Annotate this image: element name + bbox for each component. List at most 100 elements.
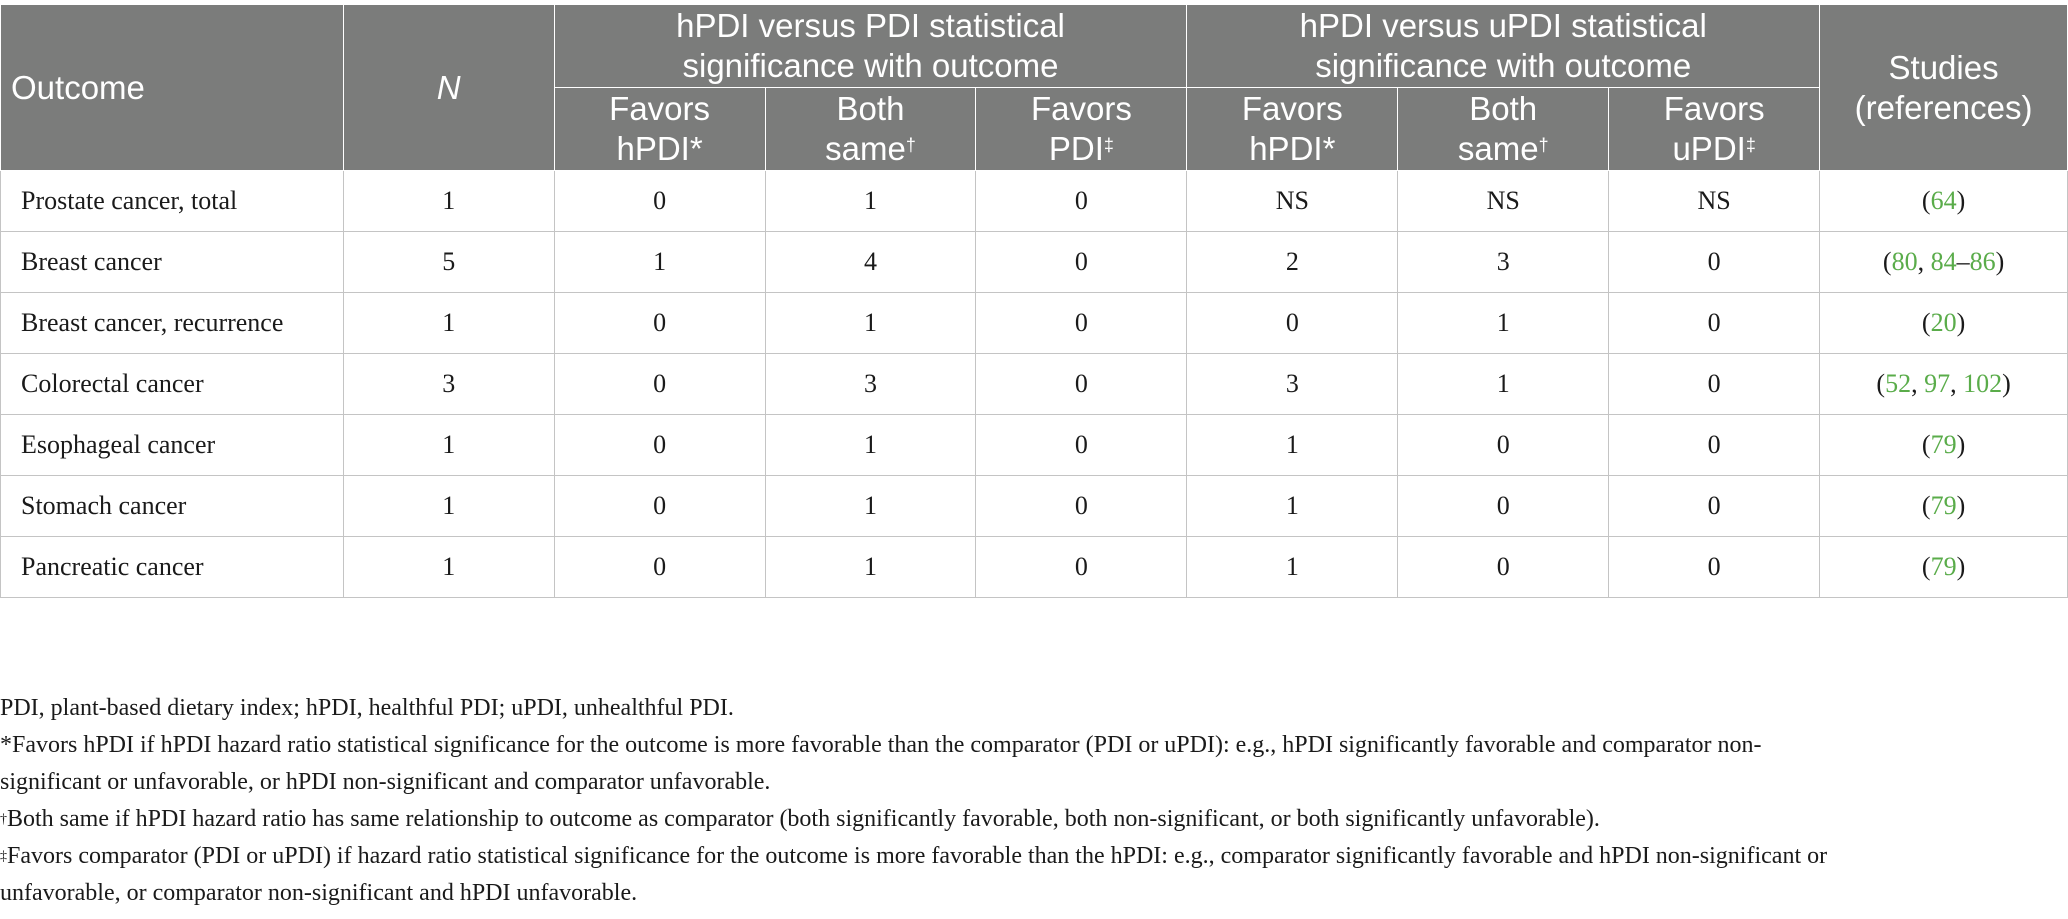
cell-favors-pdi: 0 bbox=[975, 292, 1188, 354]
footnote-mark: † bbox=[905, 135, 916, 155]
cell-references: (64) bbox=[1819, 170, 2068, 232]
cell-favors-hpdi-1: 0 bbox=[553, 475, 766, 537]
cell-favors-hpdi-2: 2 bbox=[1186, 231, 1399, 293]
footnote-mark: * bbox=[0, 732, 12, 758]
header-label-line1: Favors bbox=[1663, 90, 1765, 127]
footnote-text-line1: Favors hPDI if hPDI hazard ratio statist… bbox=[12, 732, 1762, 758]
reference-punctuation: ( bbox=[1921, 491, 1931, 520]
header-label-line1: Favors bbox=[609, 90, 711, 127]
reference-link[interactable]: 80 bbox=[1891, 247, 1918, 276]
reference-link[interactable]: 79 bbox=[1930, 552, 1957, 581]
cell-favors-updi: 0 bbox=[1608, 475, 1821, 537]
header-both-same-1: Both same† bbox=[764, 87, 977, 171]
cell-favors-hpdi-2: 1 bbox=[1186, 536, 1399, 598]
footnote-mark: * bbox=[1322, 130, 1336, 167]
footnote-mark: ‡ bbox=[1103, 135, 1114, 155]
header-n: N bbox=[342, 4, 555, 171]
cell-both-same-2: 0 bbox=[1397, 475, 1610, 537]
reference-link[interactable]: 20 bbox=[1930, 308, 1957, 337]
footnote-mark: † bbox=[0, 812, 7, 827]
reference-punctuation: ) bbox=[1956, 552, 1966, 581]
cell-outcome: Stomach cancer bbox=[0, 475, 344, 537]
cell-favors-pdi: 0 bbox=[975, 475, 1188, 537]
cell-both-same-2: 1 bbox=[1397, 353, 1610, 415]
table-header: Outcome N hPDI versus PDI statistical si… bbox=[0, 4, 2068, 171]
reference-punctuation: ) bbox=[1956, 430, 1966, 459]
reference-punctuation: ( bbox=[1921, 186, 1931, 215]
table-row: Pancreatic cancer 1 0 1 0 1 0 0 (79) bbox=[0, 536, 2068, 598]
cell-outcome: Pancreatic cancer bbox=[0, 536, 344, 598]
footnote-favors-hpdi: *Favors hPDI if hPDI hazard ratio statis… bbox=[0, 727, 2068, 801]
reference-punctuation: ) bbox=[1956, 491, 1966, 520]
footnote-text-line2: significant or unfavorable, or hPDI non-… bbox=[0, 769, 771, 795]
cell-favors-updi: 0 bbox=[1608, 353, 1821, 415]
header-group-pdi: hPDI versus PDI statistical significance… bbox=[553, 4, 1188, 88]
reference-punctuation: , bbox=[1911, 369, 1925, 398]
cell-both-same-2: NS bbox=[1397, 170, 1610, 232]
reference-link[interactable]: 97 bbox=[1924, 369, 1951, 398]
header-label-line1: Favors bbox=[1241, 90, 1343, 127]
cell-favors-pdi: 0 bbox=[975, 170, 1188, 232]
cell-favors-pdi: 0 bbox=[975, 231, 1188, 293]
header-studies-line2: (references) bbox=[1854, 88, 2033, 126]
footnote-both-same: †Both same if hPDI hazard ratio has same… bbox=[0, 801, 2068, 838]
cell-favors-updi: 0 bbox=[1608, 292, 1821, 354]
cell-n: 1 bbox=[342, 170, 555, 232]
header-label-line2: PDI bbox=[1048, 130, 1104, 167]
footnote-mark: * bbox=[689, 130, 703, 167]
header-label-line2: same bbox=[825, 130, 906, 167]
reference-punctuation: ) bbox=[1956, 308, 1966, 337]
reference-link[interactable]: 86 bbox=[1969, 247, 1996, 276]
cell-both-same-1: 1 bbox=[764, 475, 977, 537]
cell-favors-pdi: 0 bbox=[975, 414, 1188, 476]
reference-link[interactable]: 84 bbox=[1930, 247, 1957, 276]
cell-references: (52, 97, 102) bbox=[1819, 353, 2068, 415]
reference-punctuation: , bbox=[1950, 369, 1964, 398]
reference-punctuation: ( bbox=[1921, 308, 1931, 337]
footnote-abbreviations: PDI, plant-based dietary index; hPDI, he… bbox=[0, 695, 734, 721]
header-group-updi-line1: hPDI versus uPDI statistical bbox=[1299, 7, 1707, 44]
cell-n: 3 bbox=[342, 353, 555, 415]
cell-outcome: Breast cancer bbox=[0, 231, 344, 293]
header-group-updi: hPDI versus uPDI statistical significanc… bbox=[1186, 4, 1821, 88]
header-label-line2: hPDI bbox=[616, 130, 690, 167]
reference-link[interactable]: 64 bbox=[1930, 186, 1957, 215]
cell-references: (79) bbox=[1819, 475, 2068, 537]
cell-favors-updi: 0 bbox=[1608, 536, 1821, 598]
cell-n: 5 bbox=[342, 231, 555, 293]
header-label-line2: hPDI bbox=[1249, 130, 1323, 167]
cell-references: (20) bbox=[1819, 292, 2068, 354]
cell-favors-hpdi-2: 1 bbox=[1186, 414, 1399, 476]
header-studies-line1: Studies bbox=[1888, 48, 1999, 86]
reference-punctuation: ( bbox=[1921, 430, 1931, 459]
header-label-line2: uPDI bbox=[1672, 130, 1746, 167]
table-row: Breast cancer 5 1 4 0 2 3 0 (80, 84–86) bbox=[0, 231, 2068, 293]
cell-n: 1 bbox=[342, 414, 555, 476]
cell-both-same-2: 1 bbox=[1397, 292, 1610, 354]
cell-favors-pdi: 0 bbox=[975, 353, 1188, 415]
table-body: Prostate cancer, total 1 0 1 0 NS NS NS … bbox=[0, 170, 2068, 598]
header-favors-hpdi-2: Favors hPDI* bbox=[1186, 87, 1399, 171]
reference-punctuation: , bbox=[1917, 247, 1931, 276]
footnote-mark: † bbox=[1538, 135, 1549, 155]
header-group-pdi-line2: significance with outcome bbox=[682, 47, 1059, 84]
cell-both-same-2: 0 bbox=[1397, 536, 1610, 598]
header-favors-hpdi-1: Favors hPDI* bbox=[553, 87, 766, 171]
cell-favors-hpdi-1: 0 bbox=[553, 414, 766, 476]
reference-link[interactable]: 52 bbox=[1885, 369, 1912, 398]
cell-favors-hpdi-1: 0 bbox=[553, 536, 766, 598]
cell-favors-updi: 0 bbox=[1608, 414, 1821, 476]
reference-punctuation: ) bbox=[1956, 186, 1966, 215]
header-label-line2: same bbox=[1457, 130, 1539, 167]
cell-both-same-1: 1 bbox=[764, 170, 977, 232]
reference-link[interactable]: 102 bbox=[1963, 369, 2003, 398]
cell-both-same-1: 1 bbox=[764, 292, 977, 354]
cell-favors-hpdi-2: NS bbox=[1186, 170, 1399, 232]
reference-link[interactable]: 79 bbox=[1930, 430, 1957, 459]
cell-both-same-1: 3 bbox=[764, 353, 977, 415]
cell-n: 1 bbox=[342, 536, 555, 598]
footnote-text-line1: Favors comparator (PDI or uPDI) if hazar… bbox=[7, 843, 1828, 869]
header-both-same-2: Both same† bbox=[1397, 87, 1610, 171]
reference-link[interactable]: 79 bbox=[1930, 491, 1957, 520]
header-group-updi-line2: significance with outcome bbox=[1315, 47, 1692, 84]
